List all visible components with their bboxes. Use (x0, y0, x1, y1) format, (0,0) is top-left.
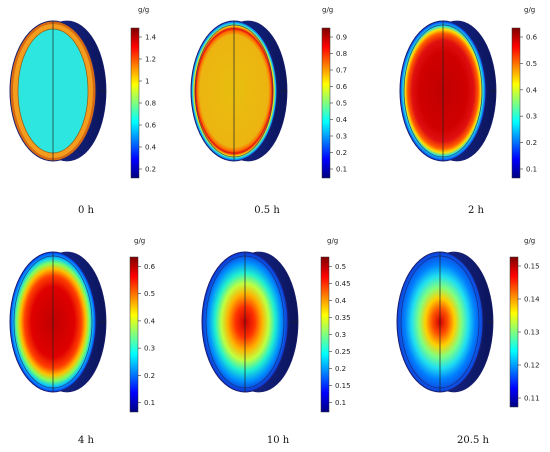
colorbar-tick-label: 0.5 (526, 60, 537, 68)
panel-caption-4h: 4 h (78, 435, 95, 446)
panel-caption-20-5h: 20.5 h (457, 435, 489, 446)
colorbar-4h: 0.6 0.5 0.4 0.3 0.2 0.1 (129, 256, 156, 413)
colorbar-tick-label: 0.6 (526, 34, 538, 42)
panel-4h: 0.6 0.5 0.4 0.3 0.2 0.1 g/g 4 h (9, 237, 156, 446)
colorbar-tick-label: 0.15 (335, 382, 351, 390)
colorbar-unit-4h: g/g (134, 237, 145, 245)
colorbar-tick-label: 0.5 (335, 263, 346, 271)
ellipsoid-model-20-5h (396, 251, 494, 393)
ellipsoid-model-4h (9, 251, 107, 393)
panel-caption-10h: 10 h (267, 435, 290, 446)
colorbar-tick-label: 0.11 (524, 395, 540, 403)
colorbar-gradient (511, 27, 521, 179)
colorbar-tick-label: 0.6 (144, 263, 156, 271)
colorbar-tick-label: 1 (145, 78, 149, 86)
colorbar-tick-label: 0.45 (335, 280, 351, 288)
colorbar-tick-label: 0.2 (526, 139, 537, 147)
panel-2h: 0.6 0.5 0.4 0.3 0.2 0.1 g/g 2 h (399, 6, 538, 216)
colorbar-tick-label: 0.5 (144, 290, 155, 298)
colorbar-tick-label: 0.5 (336, 100, 347, 108)
panel-caption-2h: 2 h (468, 205, 485, 216)
colorbar-tick-label: 0.3 (526, 113, 537, 121)
colorbar-unit-0h: g/g (138, 6, 149, 14)
colorbar-20-5h: 0.15 0.14 0.13 0.12 0.11 (509, 256, 540, 408)
colorbar-2h: 0.6 0.5 0.4 0.3 0.2 0.1 (511, 27, 538, 179)
panel-caption-0h: 0 h (78, 205, 95, 216)
panel-0h: 1.4 1.2 1 0.8 0.6 0.4 0.2 g/g 0 h (9, 6, 157, 216)
panel-20-5h: 0.15 0.14 0.13 0.12 0.11 g/g 20.5 h (396, 237, 540, 446)
colorbar-tick-label: 1.2 (145, 56, 156, 64)
colorbar-tick-label: 0.12 (524, 362, 540, 370)
colorbar-gradient (130, 27, 140, 179)
colorbar-tick-label: 0.1 (144, 399, 155, 407)
colorbar-tick-label: 0.1 (335, 399, 346, 407)
colorbar-tick-label: 0.4 (526, 86, 538, 94)
colorbar-tick-label: 0.2 (336, 149, 347, 157)
colorbar-tick-label: 0.13 (524, 329, 540, 337)
colorbar-tick-label: 0.6 (145, 122, 157, 130)
colorbar-tick-label: 0.4 (144, 317, 156, 325)
colorbar-tick-label: 0.6 (336, 83, 348, 91)
colorbar-unit-0-5h: g/g (322, 6, 333, 14)
ellipsoid-model-0h (9, 20, 107, 162)
colorbar-gradient (509, 256, 519, 408)
colorbar-tick-label: 0.7 (336, 67, 347, 75)
colorbar-tick-label: 0.1 (336, 166, 347, 174)
colorbar-tick-label: 0.2 (145, 166, 156, 174)
colorbar-unit-20-5h: g/g (524, 237, 535, 245)
colorbar-unit-10h: g/g (327, 237, 338, 245)
colorbar-tick-label: 0.3 (336, 133, 347, 141)
colorbar-tick-label: 0.8 (336, 50, 347, 58)
colorbar-tick-label: 0.35 (335, 314, 351, 322)
colorbar-tick-label: 0.3 (144, 345, 155, 353)
colorbar-tick-label: 0.2 (335, 365, 346, 373)
colorbar-unit-2h: g/g (524, 6, 535, 14)
panel-0-5h: 0.9 0.8 0.7 0.6 0.5 0.4 0.3 0.2 0.1 g/g 0.5 h (190, 6, 348, 216)
colorbar-0h: 1.4 1.2 1 0.8 0.6 0.4 0.2 (130, 27, 157, 179)
colorbar-tick-label: 0.15 (524, 263, 540, 271)
ellipsoid-model-10h (201, 251, 299, 393)
ellipsoid-model-2h (399, 20, 497, 162)
colorbar-tick-label: 0.2 (144, 372, 155, 380)
colorbar-gradient (320, 256, 330, 413)
panel-10h: 0.5 0.45 0.4 0.35 0.3 0.25 0.2 0.15 0.1 g/g 10 h (201, 237, 351, 446)
colorbar-gradient (321, 27, 331, 179)
colorbar-tick-label: 0.14 (524, 296, 540, 304)
colorbar-0-5h: 0.9 0.8 0.7 0.6 0.5 0.4 0.3 0.2 0.1 (321, 27, 348, 179)
colorbar-10h: 0.5 0.45 0.4 0.35 0.3 0.25 0.2 0.15 0.1 (320, 256, 351, 413)
colorbar-tick-label: 0.4 (145, 144, 157, 152)
colorbar-tick-label: 0.3 (335, 331, 346, 339)
colorbar-gradient (129, 256, 139, 413)
colorbar-tick-label: 0.25 (335, 348, 351, 356)
colorbar-tick-label: 0.4 (336, 116, 348, 124)
panel-caption-0-5h: 0.5 h (254, 205, 280, 216)
colorbar-tick-label: 0.4 (335, 297, 347, 305)
colorbar-tick-label: 0.9 (336, 34, 347, 42)
colorbar-tick-label: 0.1 (526, 166, 537, 174)
colorbar-tick-label: 0.8 (145, 100, 156, 108)
colorbar-tick-label: 1.4 (145, 34, 157, 42)
ellipsoid-model-0-5h (190, 20, 288, 162)
